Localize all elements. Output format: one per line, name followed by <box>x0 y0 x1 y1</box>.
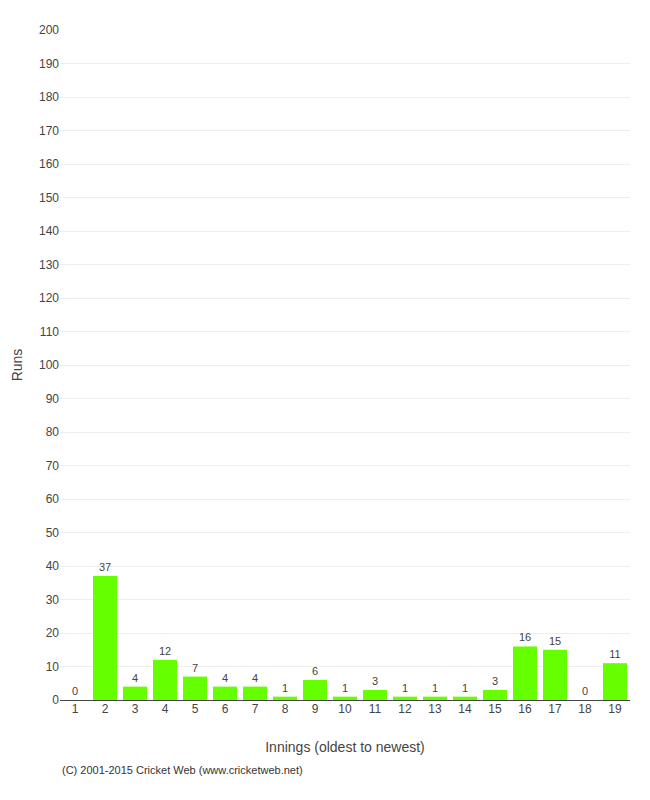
svg-text:1: 1 <box>282 682 288 694</box>
svg-text:Innings (oldest to newest): Innings (oldest to newest) <box>265 739 425 755</box>
svg-text:12: 12 <box>159 645 171 657</box>
svg-text:6: 6 <box>222 702 229 716</box>
svg-text:15: 15 <box>488 702 502 716</box>
svg-text:150: 150 <box>39 191 59 205</box>
svg-text:4: 4 <box>132 672 138 684</box>
svg-text:16: 16 <box>518 702 532 716</box>
svg-text:5: 5 <box>192 702 199 716</box>
svg-text:50: 50 <box>46 526 60 540</box>
svg-text:4: 4 <box>252 672 258 684</box>
svg-text:18: 18 <box>578 702 592 716</box>
svg-text:0: 0 <box>582 685 588 697</box>
svg-text:3: 3 <box>492 675 498 687</box>
svg-text:(C) 2001-2015 Cricket Web (www: (C) 2001-2015 Cricket Web (www.cricketwe… <box>62 764 303 776</box>
svg-text:130: 130 <box>39 258 59 272</box>
svg-text:1: 1 <box>72 702 79 716</box>
svg-text:6: 6 <box>312 665 318 677</box>
svg-text:120: 120 <box>39 291 59 305</box>
svg-text:3: 3 <box>372 675 378 687</box>
svg-text:15: 15 <box>549 635 561 647</box>
svg-text:90: 90 <box>46 392 60 406</box>
svg-text:4: 4 <box>222 672 228 684</box>
svg-text:10: 10 <box>338 702 352 716</box>
svg-text:Runs: Runs <box>9 349 25 382</box>
svg-text:19: 19 <box>608 702 622 716</box>
svg-text:40: 40 <box>46 559 60 573</box>
svg-text:14: 14 <box>458 702 472 716</box>
svg-text:11: 11 <box>369 702 382 716</box>
svg-text:12: 12 <box>398 702 412 716</box>
svg-text:16: 16 <box>519 631 531 643</box>
svg-text:10: 10 <box>46 660 60 674</box>
svg-text:70: 70 <box>46 459 60 473</box>
svg-text:17: 17 <box>548 702 562 716</box>
svg-text:30: 30 <box>46 593 60 607</box>
svg-text:80: 80 <box>46 425 60 439</box>
svg-text:1: 1 <box>462 682 468 694</box>
svg-text:13: 13 <box>428 702 442 716</box>
svg-text:0: 0 <box>72 685 78 697</box>
svg-text:4: 4 <box>162 702 169 716</box>
svg-text:37: 37 <box>99 561 111 573</box>
svg-text:190: 190 <box>39 57 59 71</box>
svg-text:0: 0 <box>52 693 59 707</box>
svg-text:100: 100 <box>39 358 59 372</box>
svg-text:20: 20 <box>46 626 60 640</box>
svg-text:140: 140 <box>39 224 59 238</box>
svg-text:1: 1 <box>342 682 348 694</box>
svg-text:180: 180 <box>39 90 59 104</box>
svg-text:11: 11 <box>609 648 620 660</box>
svg-text:3: 3 <box>132 702 139 716</box>
svg-text:160: 160 <box>39 157 59 171</box>
svg-text:9: 9 <box>312 702 319 716</box>
svg-text:2: 2 <box>102 702 109 716</box>
svg-text:1: 1 <box>402 682 408 694</box>
svg-text:170: 170 <box>39 124 59 138</box>
svg-text:110: 110 <box>40 325 59 339</box>
svg-text:7: 7 <box>252 702 259 716</box>
svg-text:8: 8 <box>282 702 289 716</box>
svg-text:60: 60 <box>46 492 60 506</box>
svg-text:7: 7 <box>192 662 198 674</box>
svg-text:1: 1 <box>432 682 438 694</box>
svg-text:200: 200 <box>39 23 59 37</box>
